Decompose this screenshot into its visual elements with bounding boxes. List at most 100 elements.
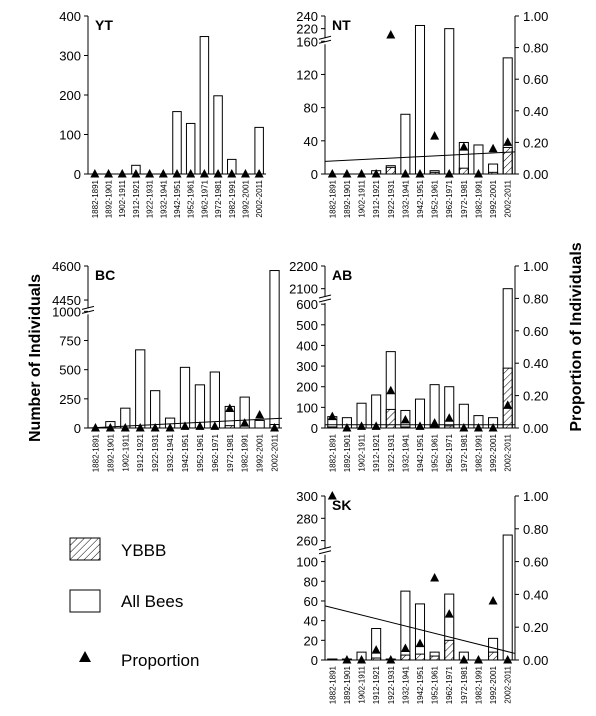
proportion-marker bbox=[135, 423, 145, 432]
y-tick-label: 160 bbox=[296, 34, 318, 49]
proportion-marker bbox=[357, 655, 367, 664]
proportion-marker bbox=[473, 169, 483, 178]
proportion-marker bbox=[199, 169, 209, 178]
y-tick-label: 80 bbox=[304, 101, 318, 116]
proportion-marker bbox=[400, 643, 410, 653]
x-tick-label: 1942-1951 bbox=[416, 665, 425, 704]
proportion-marker bbox=[150, 423, 160, 432]
proportion-marker bbox=[240, 418, 250, 427]
proportion-marker bbox=[145, 169, 155, 178]
x-tick-label: 1892-1901 bbox=[105, 179, 114, 218]
x-tick-label: 1892-1901 bbox=[106, 433, 115, 472]
x-tick-label: 1882-1891 bbox=[328, 433, 337, 472]
x-tick-label: 2002-2011 bbox=[504, 433, 513, 471]
x-tick-label: 1902-1911 bbox=[121, 433, 130, 471]
proportion-marker bbox=[459, 423, 469, 432]
axis-break-mark bbox=[318, 294, 332, 299]
x-tick-label: 1952-1961 bbox=[431, 179, 440, 218]
y-tick-label: 100 bbox=[296, 400, 318, 415]
proportion-marker bbox=[104, 169, 114, 178]
y-tick-label: 20 bbox=[304, 633, 318, 648]
x-tick-label: 1932-1941 bbox=[166, 433, 175, 472]
proportion-marker bbox=[386, 29, 396, 39]
x-tick-label: 1892-1901 bbox=[343, 433, 352, 472]
x-tick-label: 1952-1961 bbox=[187, 179, 196, 218]
bar-ybbb bbox=[385, 166, 396, 175]
x-tick-label: 1992-2001 bbox=[241, 179, 250, 218]
x-tick-label: 1962-1971 bbox=[445, 433, 454, 472]
bar-all-bees bbox=[269, 270, 280, 429]
proportion-marker bbox=[342, 423, 352, 432]
x-tick-label: 2002-2011 bbox=[504, 665, 513, 703]
y2-tick-label: 0.60 bbox=[523, 555, 548, 570]
x-tick-label: 1952-1961 bbox=[431, 433, 440, 472]
y-tick-label: 60 bbox=[304, 594, 318, 609]
bar-ybbb bbox=[458, 167, 469, 175]
bar-all-bees bbox=[414, 603, 426, 661]
proportion-marker bbox=[459, 655, 469, 664]
x-tick-label: 1962-1971 bbox=[200, 179, 209, 218]
x-tick-label: 1922-1931 bbox=[146, 179, 155, 218]
proportion-marker bbox=[503, 655, 513, 664]
y2-tick-label: 0.80 bbox=[523, 522, 548, 537]
bar-all-bees bbox=[254, 126, 264, 175]
trend-line bbox=[324, 151, 516, 162]
panel-title: YT bbox=[95, 17, 113, 33]
proportion-marker bbox=[327, 491, 337, 500]
y-tick-label: 400 bbox=[296, 338, 318, 353]
x-tick-label: 1972-1981 bbox=[460, 665, 469, 704]
proportion-marker bbox=[371, 645, 381, 654]
x-tick-label: 1882-1891 bbox=[91, 433, 100, 472]
proportion-marker bbox=[386, 385, 396, 395]
x-tick-label: 1892-1901 bbox=[343, 179, 352, 218]
bar-all-bees bbox=[150, 390, 161, 429]
proportion-marker bbox=[400, 414, 410, 424]
bar-ybbb bbox=[400, 654, 411, 661]
proportion-marker bbox=[131, 169, 141, 178]
bar-all-bees bbox=[502, 534, 513, 661]
proportion-marker bbox=[503, 400, 513, 409]
y-tick-label: 0 bbox=[74, 167, 81, 182]
proportion-marker bbox=[488, 423, 498, 432]
bar-ybbb bbox=[414, 653, 426, 661]
x-tick-label: 1982-1991 bbox=[474, 433, 483, 472]
x-tick-label: 1902-1911 bbox=[358, 433, 367, 471]
y2-tick-label: 0.80 bbox=[523, 291, 548, 306]
legend: YBBB All Bees Proportion bbox=[69, 537, 199, 670]
bar-all-bees bbox=[254, 419, 265, 429]
proportion-marker bbox=[488, 143, 498, 153]
y-tick-label: 120 bbox=[296, 67, 318, 82]
x-tick-label: 2002-2011 bbox=[504, 179, 513, 217]
proportion-marker bbox=[240, 169, 250, 178]
proportion-marker bbox=[430, 573, 440, 582]
x-tick-label: 1902-1911 bbox=[358, 179, 367, 217]
x-tick-label: 1892-1901 bbox=[343, 665, 352, 704]
proportion-marker bbox=[172, 169, 182, 178]
proportion-marker bbox=[327, 169, 337, 178]
x-tick-label: 1932-1941 bbox=[159, 179, 168, 218]
y2-tick-label: 0.20 bbox=[523, 135, 548, 150]
proportion-marker bbox=[357, 169, 367, 178]
proportion-marker bbox=[459, 142, 469, 151]
x-tick-label: 1982-1991 bbox=[241, 433, 250, 472]
x-tick-label: 2002-2011 bbox=[255, 179, 264, 217]
bar-all-bees bbox=[444, 386, 455, 429]
y-tick-label: 0 bbox=[311, 421, 318, 436]
y2-tick-label: 0.00 bbox=[523, 421, 548, 436]
y2-tick-label: 0.40 bbox=[523, 104, 548, 119]
y-axis-right-label: Proportion of Individuals bbox=[568, 242, 585, 431]
x-tick-label: 1982-1991 bbox=[228, 179, 237, 218]
x-tick-label: 1992-2001 bbox=[489, 179, 498, 218]
y-tick-label: 100 bbox=[59, 128, 81, 143]
legend-label-proportion: Proportion bbox=[121, 651, 199, 670]
proportion-marker bbox=[186, 169, 196, 178]
y2-tick-label: 0.20 bbox=[523, 620, 548, 635]
x-tick-label: 2002-2011 bbox=[271, 433, 280, 471]
bar-ybbb bbox=[502, 146, 513, 175]
bar-all-bees bbox=[172, 111, 182, 175]
legend-label-ybbb: YBBB bbox=[121, 541, 166, 560]
proportion-marker bbox=[342, 655, 352, 664]
